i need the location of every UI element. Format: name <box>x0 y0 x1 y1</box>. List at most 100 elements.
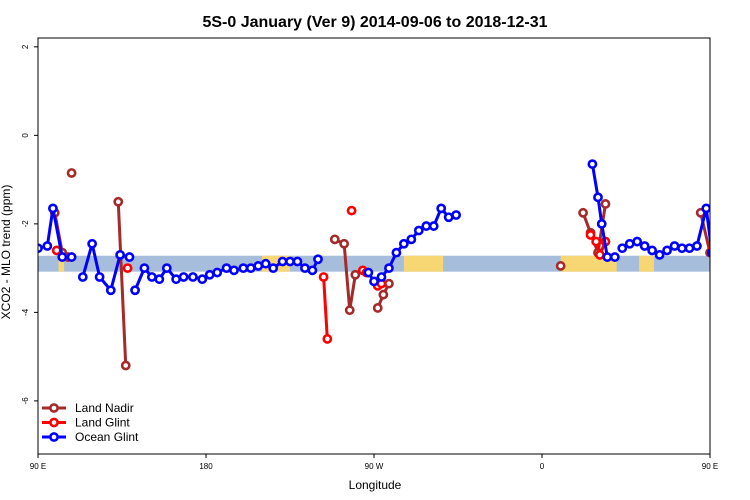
band-rect <box>38 255 710 272</box>
data-point <box>363 267 374 278</box>
data-point <box>285 256 295 267</box>
data-point <box>585 230 596 240</box>
data-point <box>188 272 198 282</box>
data-point <box>654 249 665 260</box>
data-point <box>322 334 333 344</box>
data-point <box>591 236 602 247</box>
data-point <box>647 245 658 256</box>
band-highlight <box>639 255 654 272</box>
legend-marker <box>49 432 59 442</box>
band-highlight <box>560 255 617 272</box>
series-line <box>731 244 750 290</box>
data-point <box>596 218 607 229</box>
data-point <box>161 263 172 274</box>
data-point <box>221 263 232 274</box>
series-line <box>322 276 329 340</box>
data-point <box>378 289 389 300</box>
data-point <box>120 360 131 371</box>
series-line <box>116 201 128 366</box>
data-point <box>204 269 215 280</box>
data-point <box>602 252 613 262</box>
data-point <box>578 207 588 218</box>
data-point <box>229 265 239 276</box>
legend-label: Land Glint <box>75 416 130 430</box>
data-point <box>115 249 126 260</box>
data-point <box>372 303 383 313</box>
data-point <box>105 285 116 296</box>
data-point <box>738 273 745 280</box>
data-point <box>677 243 687 254</box>
x-tick-label: 180 <box>199 462 213 471</box>
band-highlight <box>725 256 738 272</box>
data-point <box>712 253 719 260</box>
x-tick-label: 90 E <box>702 462 718 471</box>
data-point <box>369 276 379 287</box>
data-point <box>154 274 165 285</box>
data-point <box>428 221 439 231</box>
data-point <box>384 278 394 289</box>
series-ocean-glint <box>38 159 750 296</box>
data-point <box>48 203 58 214</box>
data-point <box>344 305 355 316</box>
data-point <box>451 210 462 220</box>
data-point <box>146 272 157 282</box>
data-point <box>684 243 695 254</box>
data-point <box>594 249 605 260</box>
data-point <box>587 159 598 170</box>
data-point <box>692 241 702 251</box>
data-point <box>339 238 350 249</box>
x-axis-label: Longitude <box>349 478 402 492</box>
data-point <box>238 263 249 274</box>
data-point <box>122 263 133 274</box>
data-point <box>391 247 402 258</box>
data-point <box>718 253 725 260</box>
legend-marker <box>49 403 59 413</box>
data-point <box>77 272 88 282</box>
legend-item: Land Glint <box>42 416 130 430</box>
data-point <box>406 234 417 245</box>
data-point <box>350 269 361 280</box>
data-point <box>139 263 150 274</box>
data-point <box>329 234 340 245</box>
legend-item: Land Nadir <box>42 401 134 415</box>
data-point <box>701 203 710 214</box>
y-axis: 2 0 -2 -4 -6 <box>21 44 38 404</box>
data-point <box>600 199 611 209</box>
data-point <box>171 274 182 285</box>
x-tick-label: 90 E <box>30 462 46 471</box>
data-point <box>42 241 53 251</box>
data-point <box>413 225 424 236</box>
reference-band <box>38 255 738 272</box>
data-point <box>706 248 710 258</box>
data-point <box>87 238 98 249</box>
y-tick-label: -4 <box>21 308 30 316</box>
x-axis: 90 E 180 90 W 0 90 E <box>30 454 718 471</box>
data-point <box>384 263 394 274</box>
legend-item: Ocean Glint <box>42 430 139 444</box>
data-point <box>253 261 264 271</box>
data-point <box>436 203 447 214</box>
data-point <box>66 168 77 178</box>
data-point <box>443 212 454 223</box>
data-point <box>609 252 620 262</box>
data-point <box>662 245 672 256</box>
data-point <box>313 254 323 265</box>
data-point <box>94 272 105 282</box>
data-point <box>260 258 271 269</box>
band-highlight <box>58 255 65 272</box>
data-point <box>555 261 566 271</box>
plot-frame <box>37 37 711 455</box>
data-point <box>178 272 189 282</box>
data-point <box>318 272 329 282</box>
data-point <box>727 253 734 260</box>
data-point <box>307 265 318 276</box>
data-point <box>130 285 140 296</box>
legend-marker <box>49 417 59 428</box>
series-line <box>699 212 710 255</box>
data-point <box>593 192 603 203</box>
data-point <box>66 252 77 262</box>
data-point <box>669 241 680 251</box>
data-point <box>197 274 208 285</box>
